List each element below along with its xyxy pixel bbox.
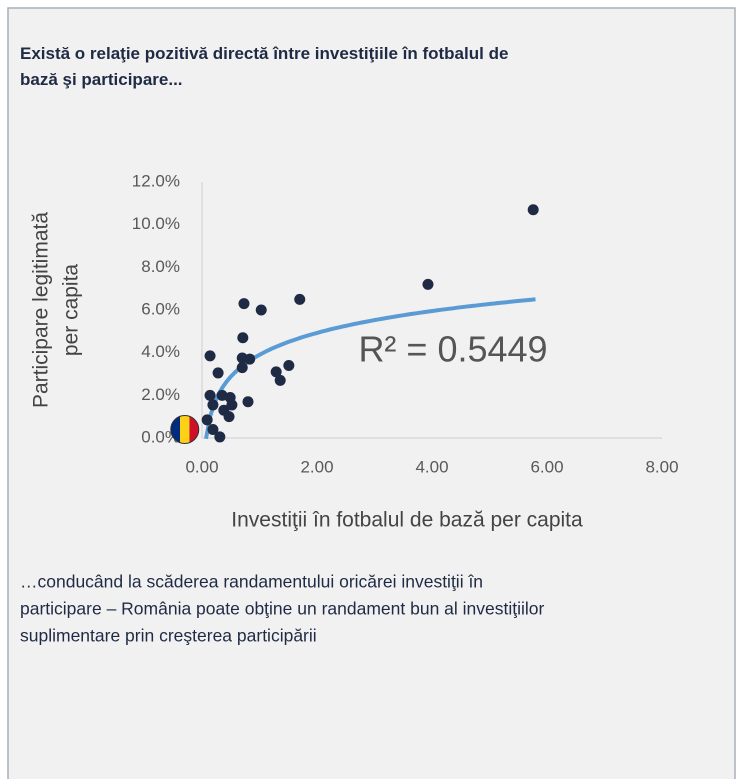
point [204,389,216,401]
x-tick-label: 0.00 [185,457,218,476]
point [204,350,216,362]
point [201,414,213,426]
point [237,332,249,344]
y-axis-label: Participare legitimată [30,212,53,408]
x-tick-label: 8.00 [645,457,678,476]
romania-marker [170,414,200,444]
point [236,362,248,374]
y-tick-label: 0.0% [141,427,180,446]
x-tick-label: 4.00 [415,457,448,476]
y-tick-label: 2.0% [141,385,180,404]
y-tick-label: 4.0% [141,342,180,361]
point [244,353,256,365]
x-axis-label: Investiţii în fotbalul de bază per capit… [231,509,583,532]
x-tick-label: 6.00 [530,457,563,476]
y-tick-label: 6.0% [141,299,180,318]
flag [170,415,199,444]
r-squared: R² = 0.5449 [358,329,547,370]
point [226,399,238,411]
point [223,411,235,423]
flag-border [170,414,200,444]
y-tick-label: 8.0% [141,257,180,276]
point [242,396,254,408]
flag-stripe [180,415,190,444]
point [294,293,306,305]
point [207,423,219,435]
x-tick-label: 2.00 [300,457,333,476]
title: Există o relaţie pozitivă directă între … [20,44,508,89]
y-tick-label: 12.0% [132,171,180,190]
point [207,399,219,411]
point [216,389,228,401]
point [274,374,286,386]
point [214,431,226,443]
point [422,278,434,290]
point [212,367,224,379]
body-text: suplimentare prin creşterea participării [20,626,317,646]
flag-stripe [189,415,199,444]
y-tick-label: 10.0% [132,214,180,233]
point [283,359,295,371]
point [527,204,539,216]
point [238,298,250,310]
y-axis-label: per capita [60,264,83,357]
trendline [204,297,536,440]
body-text: participare – România poate obţine un ra… [20,599,545,619]
body-text: …conducând la scăderea randamentului ori… [20,572,483,592]
point [270,366,282,378]
flag-stripe [170,415,181,444]
panel [7,7,736,784]
point [255,304,267,316]
